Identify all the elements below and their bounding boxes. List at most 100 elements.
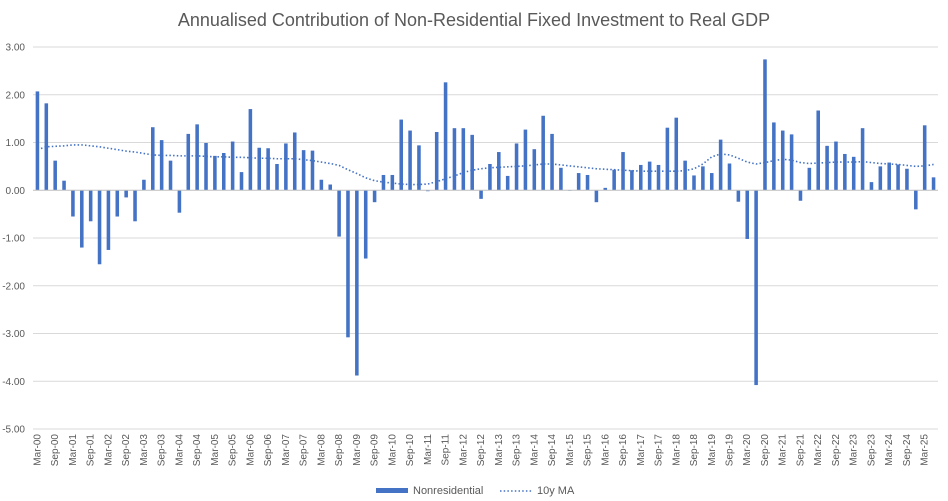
bar [603, 187, 608, 191]
x-tick-label: Sep-08 [334, 434, 345, 467]
x-tick-label: Sep-00 [50, 434, 61, 467]
bar [532, 149, 537, 191]
bar [355, 190, 359, 376]
bar [461, 128, 466, 191]
x-tick-label: Mar-07 [281, 434, 292, 466]
x-tick-label: Mar-23 [849, 434, 860, 466]
bar [257, 147, 262, 191]
bar [559, 167, 563, 191]
x-tick-label: Mar-20 [742, 434, 753, 466]
legend-swatch-nonresidential [376, 488, 408, 493]
x-tick-label: Sep-03 [157, 434, 168, 467]
bar [869, 182, 874, 191]
bar [523, 129, 528, 191]
bar [88, 190, 93, 222]
bar [44, 103, 49, 191]
bar [310, 150, 315, 191]
bar [62, 180, 66, 191]
x-tick-label: Sep-05 [228, 434, 239, 467]
bar [417, 145, 421, 191]
bar [479, 190, 483, 199]
x-tick-label: Sep-18 [689, 434, 700, 467]
x-tick-label: Sep-09 [370, 434, 381, 467]
x-tick-label: Sep-22 [831, 434, 842, 467]
bar [266, 148, 270, 191]
bar [851, 156, 856, 191]
x-tick-label: Sep-04 [192, 434, 203, 467]
y-tick-label: -1.00 [2, 234, 25, 245]
x-tick-label: Mar-03 [139, 434, 150, 466]
bar [372, 190, 377, 203]
y-tick-label: -3.00 [2, 329, 25, 340]
bar [230, 141, 235, 191]
bar [692, 175, 696, 191]
x-tick-label: Mar-11 [423, 434, 434, 465]
bar [860, 128, 865, 191]
bar [195, 124, 199, 191]
bar [736, 190, 741, 202]
x-tick-label: Sep-12 [476, 434, 487, 467]
bar [709, 173, 714, 191]
x-tick-label: Mar-15 [565, 434, 576, 466]
bar [922, 125, 927, 191]
bar [115, 190, 120, 217]
x-tick-label: Sep-13 [512, 434, 523, 467]
x-tick-label: Mar-00 [32, 434, 43, 466]
bar [727, 163, 732, 191]
bar [470, 134, 474, 191]
bar [896, 164, 900, 191]
bar [914, 190, 918, 210]
bar [53, 160, 57, 191]
x-tick-label: Mar-22 [813, 434, 824, 466]
bar [142, 179, 146, 191]
bar [780, 130, 785, 191]
bar [638, 164, 643, 191]
bar [452, 128, 457, 191]
x-tick-label: Sep-17 [654, 434, 665, 467]
bar [408, 130, 412, 191]
bar [798, 190, 803, 201]
x-tick-label: Sep-07 [299, 434, 310, 467]
x-tick-label: Mar-06 [245, 434, 256, 466]
bar [905, 168, 909, 191]
x-tick-label: Sep-16 [618, 434, 629, 467]
bar [301, 150, 306, 191]
x-tick-label: Mar-18 [671, 434, 682, 466]
bar [550, 133, 554, 191]
x-tick-label: Mar-16 [600, 434, 611, 466]
x-tick-label: Mar-19 [707, 434, 718, 466]
bar [97, 190, 102, 265]
x-tick-label: Sep-06 [263, 434, 274, 467]
x-tick-label: Mar-05 [210, 434, 221, 466]
bar [772, 122, 776, 191]
legend-label-ma: 10y MA [537, 485, 575, 497]
bar [745, 190, 750, 239]
x-tick-label: Mar-02 [103, 434, 114, 466]
bar [843, 153, 847, 191]
bar [585, 174, 590, 191]
x-tick-label: Sep-15 [583, 434, 594, 467]
x-tick-label: Sep-14 [547, 434, 558, 467]
y-tick-label: -2.00 [2, 281, 25, 292]
bar [106, 190, 111, 250]
bar [789, 134, 794, 191]
bar [807, 167, 812, 191]
bar [621, 152, 625, 191]
bar [319, 179, 324, 191]
bar [186, 133, 191, 191]
bar [168, 160, 173, 191]
bar [878, 166, 883, 191]
x-tick-label: Mar-25 [920, 434, 931, 466]
x-tick-label: Sep-10 [405, 434, 416, 467]
bar [80, 190, 84, 248]
bar [346, 190, 350, 338]
bar [221, 153, 226, 191]
bar [381, 174, 386, 191]
x-tick-label: Sep-02 [121, 434, 132, 467]
x-tick-label: Sep-21 [795, 434, 806, 467]
bar [337, 190, 341, 237]
bar [825, 145, 829, 191]
bar [151, 127, 155, 191]
x-tick-label: Mar-04 [174, 434, 185, 466]
